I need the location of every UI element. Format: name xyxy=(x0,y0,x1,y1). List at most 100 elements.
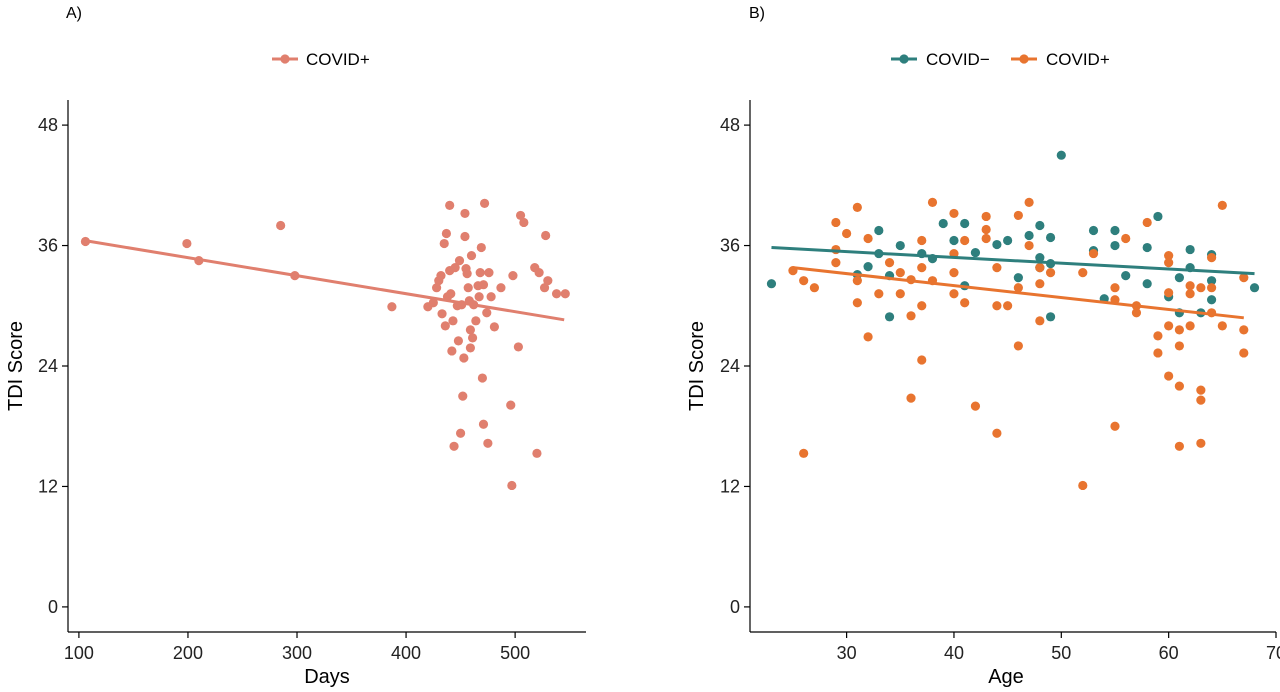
panel-a-x-tick-label-3: 400 xyxy=(391,643,421,663)
panel-b-y-tick-label-4: 48 xyxy=(720,115,740,135)
panel-a-series-0-point-20 xyxy=(448,316,458,326)
panel-a-series-0-point-19 xyxy=(447,346,457,356)
panel-b-y-tick-label-2: 24 xyxy=(720,356,740,376)
panel-a-series-0-point-55 xyxy=(496,283,506,293)
panel-a-series-0-point-7 xyxy=(428,298,438,308)
panel-b-series-1-point-70 xyxy=(1185,281,1195,291)
panel-b-series-1-point-38 xyxy=(992,428,1002,438)
panel-b-series-1-point-4 xyxy=(831,217,841,228)
panel-a-series-0-point-52 xyxy=(484,268,494,278)
panel-b-series-1-point-52 xyxy=(1110,283,1120,293)
panel-b-series-1-point-67 xyxy=(1174,341,1184,351)
panel-b-series-1-point-28 xyxy=(949,268,959,278)
panel-b-series-1-point-66 xyxy=(1174,325,1184,335)
panel-b-series-1-point-42 xyxy=(1013,341,1023,351)
panel-b-x-tick-label-3: 60 xyxy=(1159,643,1179,663)
panel-b-series-1-point-55 xyxy=(1121,233,1131,244)
panel-b-series-0-point-15 xyxy=(992,239,1002,250)
panel-a-series-0-point-5 xyxy=(387,302,397,312)
panel-b-series-1-point-35 xyxy=(981,233,991,244)
panel-b-series-0-point-22 xyxy=(1045,232,1056,243)
panel-b-series-1-point-8 xyxy=(852,202,862,213)
panel-a-series-0-point-33 xyxy=(462,269,472,279)
panel-b-series-1-point-82 xyxy=(1239,273,1249,283)
panel-a-series-0-point-14 xyxy=(441,228,452,239)
panel-b-series-1-point-57 xyxy=(1131,308,1142,318)
panel-b-series-1-point-76 xyxy=(1196,438,1206,448)
panel-b-series-1-point-10 xyxy=(852,298,862,308)
panel-b-series-0-point-2 xyxy=(863,262,873,272)
panel-a-series-0-point-46 xyxy=(477,373,487,383)
panel-b-series-1-point-47 xyxy=(1035,316,1045,326)
panel-b-y-tick-label-1: 12 xyxy=(720,476,740,496)
panel-b-series-0-point-25 xyxy=(1056,150,1066,160)
panel-b-series-0-point-24 xyxy=(1045,312,1056,322)
panel-b-series-0-point-3 xyxy=(874,225,884,236)
panel-b-series-1-point-7 xyxy=(842,228,852,239)
panel-a-series-0-point-1 xyxy=(182,238,192,249)
panel-a-series-0-point-8 xyxy=(431,283,442,293)
panel-a-series-0-point-64 xyxy=(534,268,544,278)
panel-b-series-1-point-26 xyxy=(949,208,959,219)
panel-b-series-1-point-84 xyxy=(1239,348,1249,358)
panel-b-series-1-point-29 xyxy=(949,289,959,299)
panel-b-series-1-point-34 xyxy=(981,224,991,235)
panel-b-series-1-point-68 xyxy=(1174,381,1184,391)
panel-b-series-1-point-49 xyxy=(1078,268,1088,278)
panel-a-series-0-point-54 xyxy=(489,322,499,332)
panel-b-series-1-point-71 xyxy=(1185,289,1195,299)
panel-b-series-1-point-37 xyxy=(992,301,1002,311)
panel-b-series-1-point-19 xyxy=(906,393,916,403)
panel-a-x-tick-label-0: 100 xyxy=(64,643,94,663)
panel-b-series-1-point-13 xyxy=(874,289,884,299)
panel-b-series-1-point-20 xyxy=(917,235,927,246)
panel-a-series-0-point-51 xyxy=(483,438,493,448)
panel-b-series-1-point-36 xyxy=(992,263,1002,273)
panel-a-series-0-point-50 xyxy=(482,308,492,318)
panel-b-series-1-point-60 xyxy=(1153,348,1163,358)
panel-b-series-1-point-18 xyxy=(906,311,916,321)
panel-a-series-0-point-12 xyxy=(439,238,449,249)
panel-a-series-0-point-36 xyxy=(465,325,476,335)
panel-b-label: B) xyxy=(749,5,765,22)
panel-a-series-0-point-22 xyxy=(450,263,460,273)
panel-b-chart: B) COVID−COVID+ 3040506070012243648 Age … xyxy=(686,5,1280,688)
panel-b-series-0-point-18 xyxy=(1024,230,1034,241)
panel-b-points xyxy=(766,150,1260,491)
panel-b-y-tick-label-0: 0 xyxy=(730,597,740,617)
panel-b-y-tick-label-3: 36 xyxy=(720,236,740,256)
panel-a-series-0-point-66 xyxy=(541,230,551,241)
panel-b-series-0-point-0 xyxy=(766,279,777,289)
panel-b-series-1-point-77 xyxy=(1206,252,1217,263)
panel-b-series-1-point-61 xyxy=(1164,250,1174,261)
panel-b-fit-lines xyxy=(771,246,1255,320)
panel-a-series-0-point-11 xyxy=(437,309,447,319)
panel-b-series-0-point-38 xyxy=(1185,244,1195,255)
panel-b-series-1-point-1 xyxy=(799,448,809,458)
panel-a-series-0-point-69 xyxy=(560,289,570,299)
panel-b-series-1-point-9 xyxy=(852,276,862,286)
panel-a-series-0-point-65 xyxy=(539,283,550,293)
panel-b-series-1-point-22 xyxy=(917,301,927,311)
panel-b-legend-key-0 xyxy=(891,54,917,64)
panel-b-series-0-point-42 xyxy=(1206,276,1217,286)
panel-a-y-tick-label-2: 24 xyxy=(38,356,58,376)
panel-a-points xyxy=(80,198,570,491)
panel-b-series-0-point-12 xyxy=(960,218,970,229)
panel-a-series-0-point-60 xyxy=(515,210,526,221)
panel-b-series-0-point-26 xyxy=(1088,225,1099,236)
panel-a-series-0-point-45 xyxy=(476,242,486,253)
panel-b-series-1-point-72 xyxy=(1185,321,1195,331)
panel-a-legend: COVID+ xyxy=(272,50,370,69)
panel-b-series-1-point-32 xyxy=(970,401,981,411)
panel-b-series-1-point-16 xyxy=(895,289,905,299)
panel-b-series-1-point-59 xyxy=(1153,331,1163,341)
panel-b-series-1-point-78 xyxy=(1206,283,1217,293)
panel-b-legend-key-1 xyxy=(1011,54,1037,64)
panel-b-series-1-point-74 xyxy=(1196,385,1206,395)
panel-b-series-1-point-14 xyxy=(884,258,895,268)
panel-b-series-1-point-48 xyxy=(1045,268,1056,278)
panel-b-series-0-point-31 xyxy=(1121,271,1131,281)
panel-a-series-0-point-57 xyxy=(507,480,517,491)
